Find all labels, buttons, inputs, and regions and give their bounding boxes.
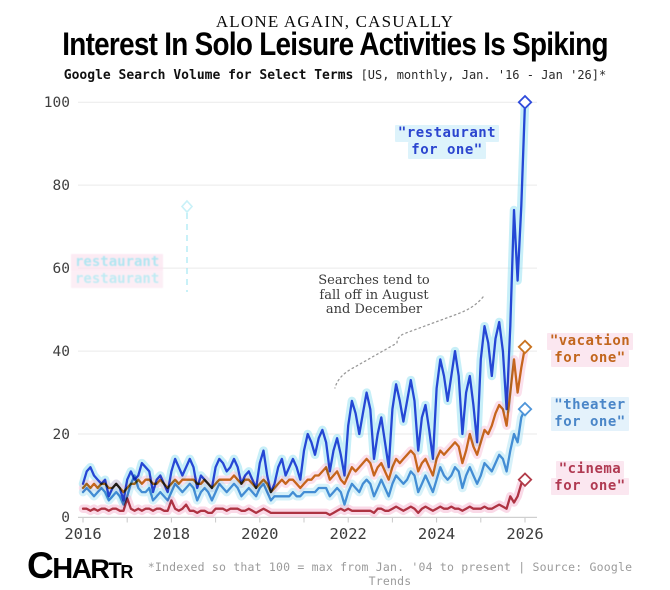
annotation-line3: and December [325,302,423,317]
end-diamond-marker [517,94,533,110]
x-tick-label: 2016 [64,525,101,543]
annotation-line2: fall off in August [319,287,429,303]
series-line-restaurant-for-one [81,101,527,502]
logo-letter: R [120,562,133,582]
y-tick-label: 80 [53,178,70,194]
series-label-theater-line2: for one" [551,414,629,431]
series-label-theater: "theater for one" [530,397,650,431]
y-tick-label: 60 [53,261,70,277]
series-label-restaurant: "restaurant for one" [387,125,507,159]
annotation-line1: Searches tend to [318,273,430,288]
ghost-label-line2: restaurant [71,271,164,288]
series-label-restaurant-line2: for one" [408,142,486,159]
x-tick-label: 2020 [241,525,278,543]
y-tick-label: 100 [44,95,70,111]
ghost-restaurant-label: restaurant restaurant [71,254,164,288]
x-tick-label: 2022 [330,525,367,543]
footnote: *Indexed so that 100 = max from Jan. '04… [147,560,633,588]
subtitle: Google Search Volume for Select Terms [U… [0,68,670,83]
ghost-label-line1: restaurant [71,254,164,271]
subtitle-note: [US, monthly, Jan. '16 - Jan '26]* [353,68,607,82]
y-tick-label: 0 [61,510,70,526]
series-label-vacation-line1: "vacation [546,333,634,350]
subtitle-main: Google Search Volume for Select Terms [63,68,354,83]
x-tick-label: 2026 [506,525,543,543]
kicker: ALONE AGAIN, CASUALLY [215,12,455,31]
series-label-restaurant-line1: "restaurant [394,125,500,142]
series-label-theater-line1: "theater [551,397,629,414]
y-tick-label: 40 [53,344,70,360]
series-label-cinema: "cinema for one" [530,461,650,495]
chartr-logo: C H A R T R [27,545,133,587]
series-label-cinema-line1: "cinema [555,461,625,478]
series-label-vacation: "vacation for one" [530,333,650,367]
logo-letter: H [52,553,73,585]
end-diamond-marker [517,339,533,355]
x-tick-label: 2018 [153,525,190,543]
logo-letter: T [108,558,121,583]
end-diamond-marker [517,401,533,417]
ghost-diamond-marker [180,199,194,214]
y-tick-label: 20 [53,427,70,443]
page-title: Interest In Solo Leisure Activities Is S… [62,26,608,62]
end-diamond-marker [517,472,533,488]
series-line-vacation-for-one [81,345,527,494]
seasonality-annotation: Searches tend to fall off in August and … [298,273,450,318]
x-tick-label: 2024 [418,525,455,543]
logo-letter: C [27,545,54,586]
series-line-cinema-for-one [81,478,527,517]
series-label-vacation-line2: for one" [551,350,629,367]
annotation-connector-dotted-line [334,296,484,389]
series-label-cinema-line2: for one" [551,478,629,495]
logo-letter: A [71,553,92,584]
logo-letter: R [90,554,110,584]
series-line-theater-for-one [81,408,527,506]
